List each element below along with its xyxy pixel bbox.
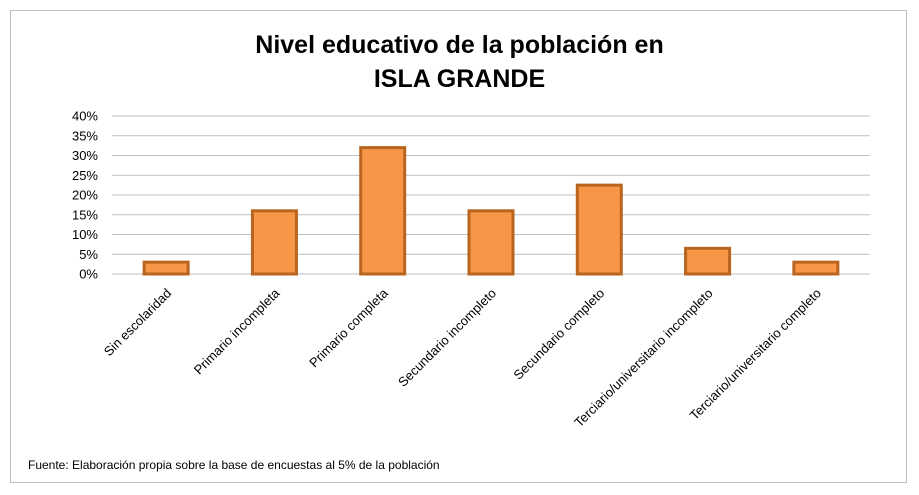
y-tick-label: 10%	[72, 227, 98, 242]
bar	[467, 209, 515, 276]
y-tick-label: 35%	[72, 128, 98, 143]
y-tick-label: 20%	[72, 188, 98, 203]
chart-title: Nivel educativo de la población en ISLA …	[0, 28, 919, 96]
x-tick-label: Terciario/universitario completo	[687, 286, 824, 423]
y-axis-tick-labels: 0% 5% 10% 15% 20% 25% 30% 35% 40%	[72, 109, 98, 282]
source-note: Fuente: Elaboración propia sobre la base…	[28, 458, 440, 472]
chart-title-line2: ISLA GRANDE	[373, 65, 546, 93]
chart-frame	[10, 10, 907, 483]
x-tick-label: Secundario completo	[510, 286, 607, 383]
x-tick-label: Primario completa	[306, 285, 391, 370]
x-tick-label: Primario incompleta	[191, 285, 283, 377]
bars	[142, 146, 840, 276]
y-tick-label: 0%	[79, 267, 98, 282]
bar	[792, 260, 840, 276]
y-tick-label: 30%	[72, 148, 98, 163]
bar	[575, 183, 623, 276]
y-tick-label: 15%	[72, 207, 98, 222]
x-axis-tick-labels: Sin escolaridad Primario incompleta Primar…	[101, 285, 824, 430]
y-tick-label: 40%	[72, 109, 98, 124]
x-tick-label: Sin escolaridad	[101, 286, 174, 359]
y-tick-label: 5%	[79, 247, 98, 262]
x-tick-label: Secundario incompleto	[395, 286, 499, 390]
bar	[250, 209, 298, 276]
bar	[142, 260, 190, 276]
bar	[684, 246, 732, 276]
chart-title-line1: Nivel educativo de la población en	[255, 31, 664, 59]
y-tick-label: 25%	[72, 168, 98, 183]
bar	[359, 146, 407, 276]
